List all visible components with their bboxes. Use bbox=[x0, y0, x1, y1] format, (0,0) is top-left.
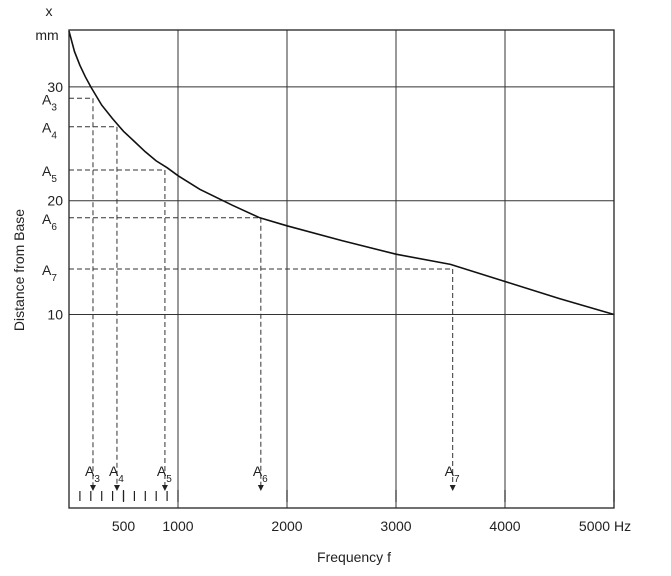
x-tick-label-500: 500 bbox=[112, 518, 136, 534]
note-arrow-7 bbox=[449, 485, 456, 491]
note-label-bottom-6: A6 bbox=[253, 463, 268, 485]
curve-layer bbox=[68, 30, 615, 316]
x-tick-label-4000: 4000 bbox=[489, 518, 520, 534]
frequency-distance-curve bbox=[68, 30, 615, 316]
x-tick-label-5000: 5000 Hz bbox=[579, 518, 631, 534]
x-tick-label-1000: 1000 bbox=[162, 518, 193, 534]
note-label-bottom-3: A3 bbox=[85, 463, 100, 485]
note-label-left-3: A3 bbox=[42, 91, 57, 113]
note-arrow-6 bbox=[257, 485, 264, 491]
grid-lines bbox=[69, 30, 614, 508]
note-arrow-5 bbox=[161, 485, 168, 491]
x-tick-label-2000: 2000 bbox=[271, 518, 302, 534]
note-labels: A3 A3 A4 A4 A5 A5 A6 A6 A7 A7 bbox=[42, 91, 460, 485]
y-tick-label-10: 10 bbox=[47, 307, 63, 323]
x-tick-label-3000: 3000 bbox=[380, 518, 411, 534]
note-arrow-4 bbox=[113, 485, 120, 491]
plot-frame bbox=[68, 29, 615, 509]
note-label-bottom-7: A7 bbox=[445, 463, 460, 485]
axis-ticks: 500 1000 2000 3000 4000 5000 Hz 10 20 30 bbox=[47, 79, 631, 534]
y-axis-symbol: x bbox=[46, 3, 53, 19]
x-axis-title: Frequency f bbox=[317, 549, 391, 565]
y-axis-unit: mm bbox=[35, 27, 58, 43]
note-guide-lines bbox=[69, 97, 456, 491]
axis-labels: x mm Frequency f Distance from Base bbox=[11, 3, 391, 565]
note-label-bottom-5: A5 bbox=[157, 463, 172, 485]
note-label-left-6: A6 bbox=[42, 211, 57, 233]
y-axis-title: Distance from Base bbox=[11, 209, 27, 331]
note-label-left-7: A7 bbox=[42, 262, 57, 284]
y-tick-label-30: 30 bbox=[47, 79, 63, 95]
y-tick-label-20: 20 bbox=[47, 193, 63, 209]
note-label-left-5: A5 bbox=[42, 163, 57, 185]
note-label-left-4: A4 bbox=[42, 120, 57, 142]
note-label-bottom-4: A4 bbox=[109, 463, 124, 485]
note-arrow-3 bbox=[89, 485, 96, 491]
